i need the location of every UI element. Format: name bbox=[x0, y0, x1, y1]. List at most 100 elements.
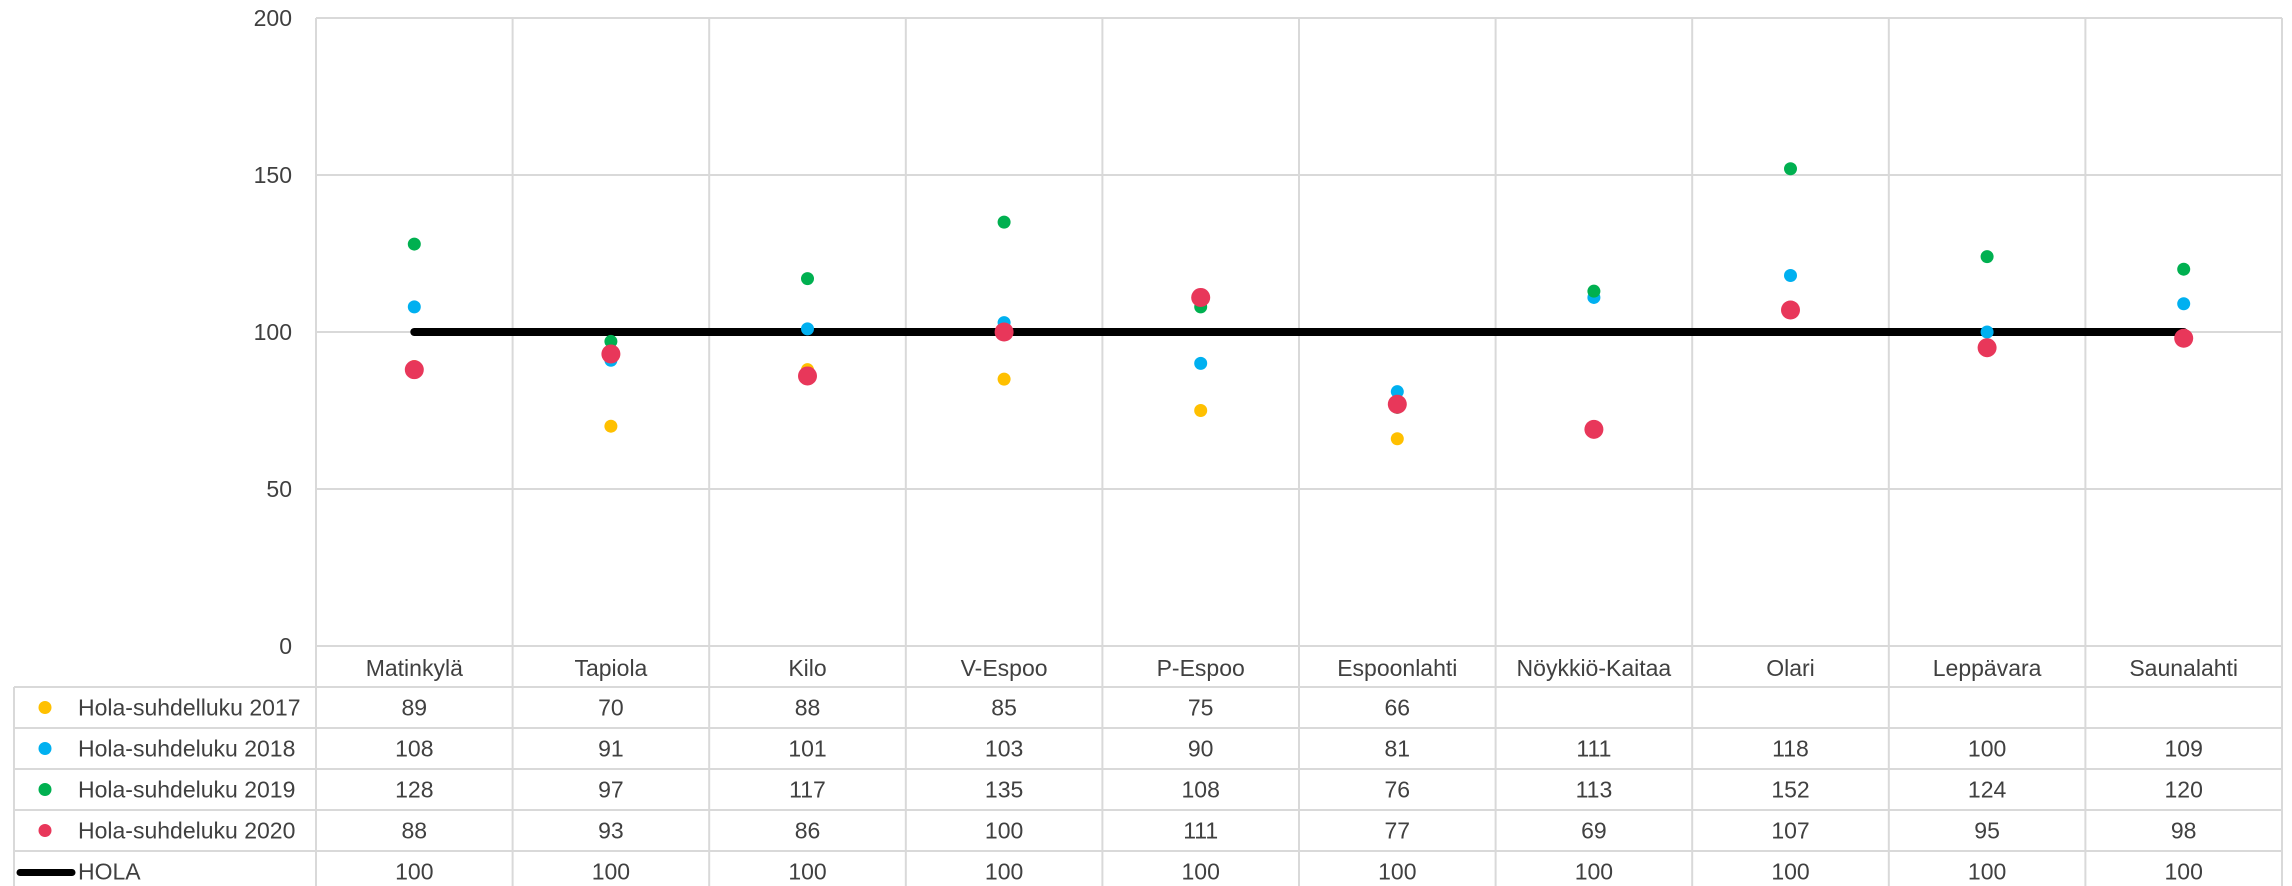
data-point bbox=[2177, 262, 2191, 276]
data-point bbox=[798, 366, 817, 386]
data-point bbox=[1387, 394, 1407, 414]
x-tick-label: Olari bbox=[1766, 655, 1815, 681]
table-cell-value: 108 bbox=[1182, 777, 1220, 803]
data-point bbox=[1390, 432, 1404, 446]
table-cell-value: 124 bbox=[1968, 777, 2007, 803]
table-cell-value: 86 bbox=[795, 818, 821, 844]
data-point bbox=[1980, 325, 1994, 339]
table-cell-value: 97 bbox=[598, 777, 624, 803]
table-cell-value: 118 bbox=[1772, 736, 1809, 762]
data-point bbox=[2177, 297, 2191, 311]
y-tick-label: 50 bbox=[266, 476, 292, 502]
table-cell-value: 108 bbox=[395, 736, 433, 762]
legend-label: Hola-suhdeluku 2020 bbox=[78, 818, 295, 844]
table-cell-value: 89 bbox=[402, 695, 428, 721]
data-points bbox=[404, 162, 2194, 446]
table-cell-value: 100 bbox=[985, 818, 1023, 844]
legend-key-marker bbox=[38, 824, 52, 837]
data-point bbox=[1587, 284, 1601, 298]
data-point bbox=[1584, 419, 1604, 439]
table-cell-value: 107 bbox=[1771, 818, 1809, 844]
data-point bbox=[407, 237, 421, 251]
table-cell-value: 113 bbox=[1576, 777, 1613, 803]
data-point bbox=[994, 322, 1014, 342]
x-tick-label: Saunalahti bbox=[2129, 655, 2238, 681]
table-cell-value: 100 bbox=[1968, 736, 2006, 762]
table-cell-value: 120 bbox=[2165, 777, 2203, 803]
x-tick-label: V-Espoo bbox=[961, 655, 1048, 681]
table-cell-value: 75 bbox=[1188, 695, 1214, 721]
data-point bbox=[1194, 356, 1208, 370]
table-cell-value: 100 bbox=[788, 859, 826, 885]
x-tick-label: Matinkylä bbox=[366, 655, 463, 681]
data-point bbox=[997, 372, 1011, 386]
table-cell-value: 100 bbox=[1378, 859, 1416, 885]
data-point bbox=[1781, 300, 1800, 320]
table-cell-value: 66 bbox=[1385, 695, 1411, 721]
table-cell-value: 100 bbox=[1771, 859, 1809, 885]
table-cell-value: 117 bbox=[789, 777, 826, 803]
table-cell-value: 93 bbox=[598, 818, 624, 844]
x-tick-label: Espoonlahti bbox=[1337, 655, 1457, 681]
table-cell-value: 100 bbox=[985, 859, 1023, 885]
x-tick-label: P-Espoo bbox=[1157, 655, 1245, 681]
x-tick-label: Tapiola bbox=[574, 655, 647, 681]
table-cell-value: 152 bbox=[1771, 777, 1809, 803]
legend-key-marker bbox=[38, 742, 52, 755]
legend-key-marker bbox=[38, 783, 52, 796]
table-cell-value: 100 bbox=[395, 859, 433, 885]
table-cell-value: 100 bbox=[2165, 859, 2203, 885]
table-cell-value: 100 bbox=[1575, 859, 1613, 885]
x-tick-label: Nöykkiö-Kaitaa bbox=[1517, 655, 1672, 681]
data-point bbox=[601, 344, 621, 364]
data-point bbox=[1784, 268, 1797, 282]
data-point bbox=[1784, 162, 1797, 176]
table-cell-value: 111 bbox=[1183, 818, 1218, 844]
table-cell-value: 85 bbox=[991, 695, 1017, 721]
table-cell-value: 128 bbox=[395, 777, 433, 803]
table-cell-value: 91 bbox=[598, 736, 624, 762]
data-point bbox=[407, 300, 421, 314]
table-cell-value: 69 bbox=[1581, 818, 1607, 844]
table-cell-value: 135 bbox=[985, 777, 1023, 803]
x-tick-label: Kilo bbox=[788, 655, 826, 681]
data-table: Matinkylä Tapiola Kilo V-Espoo P-Espoo Espoon… bbox=[13, 655, 2282, 886]
data-point bbox=[801, 272, 814, 286]
table-cell-value: 88 bbox=[402, 818, 428, 844]
y-tick-label: 0 bbox=[279, 633, 292, 659]
table-cell-value: 103 bbox=[985, 736, 1023, 762]
legend-label: HOLA bbox=[78, 859, 141, 885]
data-point bbox=[1194, 404, 1208, 417]
y-axis: 0 50 100 150 200 bbox=[254, 5, 292, 659]
data-point bbox=[604, 419, 618, 433]
y-tick-label: 200 bbox=[254, 5, 292, 31]
table-cell-value: 111 bbox=[1576, 736, 1611, 762]
legend-label: Hola-suhdeluku 2019 bbox=[78, 777, 295, 803]
table-cell-value: 101 bbox=[788, 736, 826, 762]
table-cell-value: 90 bbox=[1188, 736, 1214, 762]
table-cell-value: 100 bbox=[1968, 859, 2006, 885]
table-cell-value: 77 bbox=[1385, 818, 1411, 844]
table-cell-value: 109 bbox=[2165, 736, 2203, 762]
table-cell-value: 100 bbox=[592, 859, 630, 885]
table-cell-value: 95 bbox=[1974, 818, 2000, 844]
y-tick-label: 150 bbox=[254, 162, 292, 188]
data-point bbox=[404, 360, 424, 380]
table-cell-value: 70 bbox=[598, 695, 624, 721]
data-point bbox=[2174, 328, 2194, 348]
table-cell-value: 100 bbox=[1182, 859, 1220, 885]
table-cell-value: 81 bbox=[1385, 736, 1411, 762]
data-point bbox=[997, 215, 1011, 229]
data-point bbox=[1977, 338, 1997, 358]
table-cell-value: 76 bbox=[1385, 777, 1411, 803]
data-point bbox=[604, 334, 618, 348]
data-point bbox=[1191, 287, 1211, 307]
table-cell-value: 88 bbox=[795, 695, 821, 721]
x-tick-label: Leppävara bbox=[1933, 655, 2042, 681]
data-point bbox=[1390, 385, 1404, 399]
data-point bbox=[801, 322, 814, 336]
y-tick-label: 100 bbox=[254, 319, 292, 345]
table-cell-value: 98 bbox=[2171, 818, 2197, 844]
data-point bbox=[1980, 250, 1994, 264]
